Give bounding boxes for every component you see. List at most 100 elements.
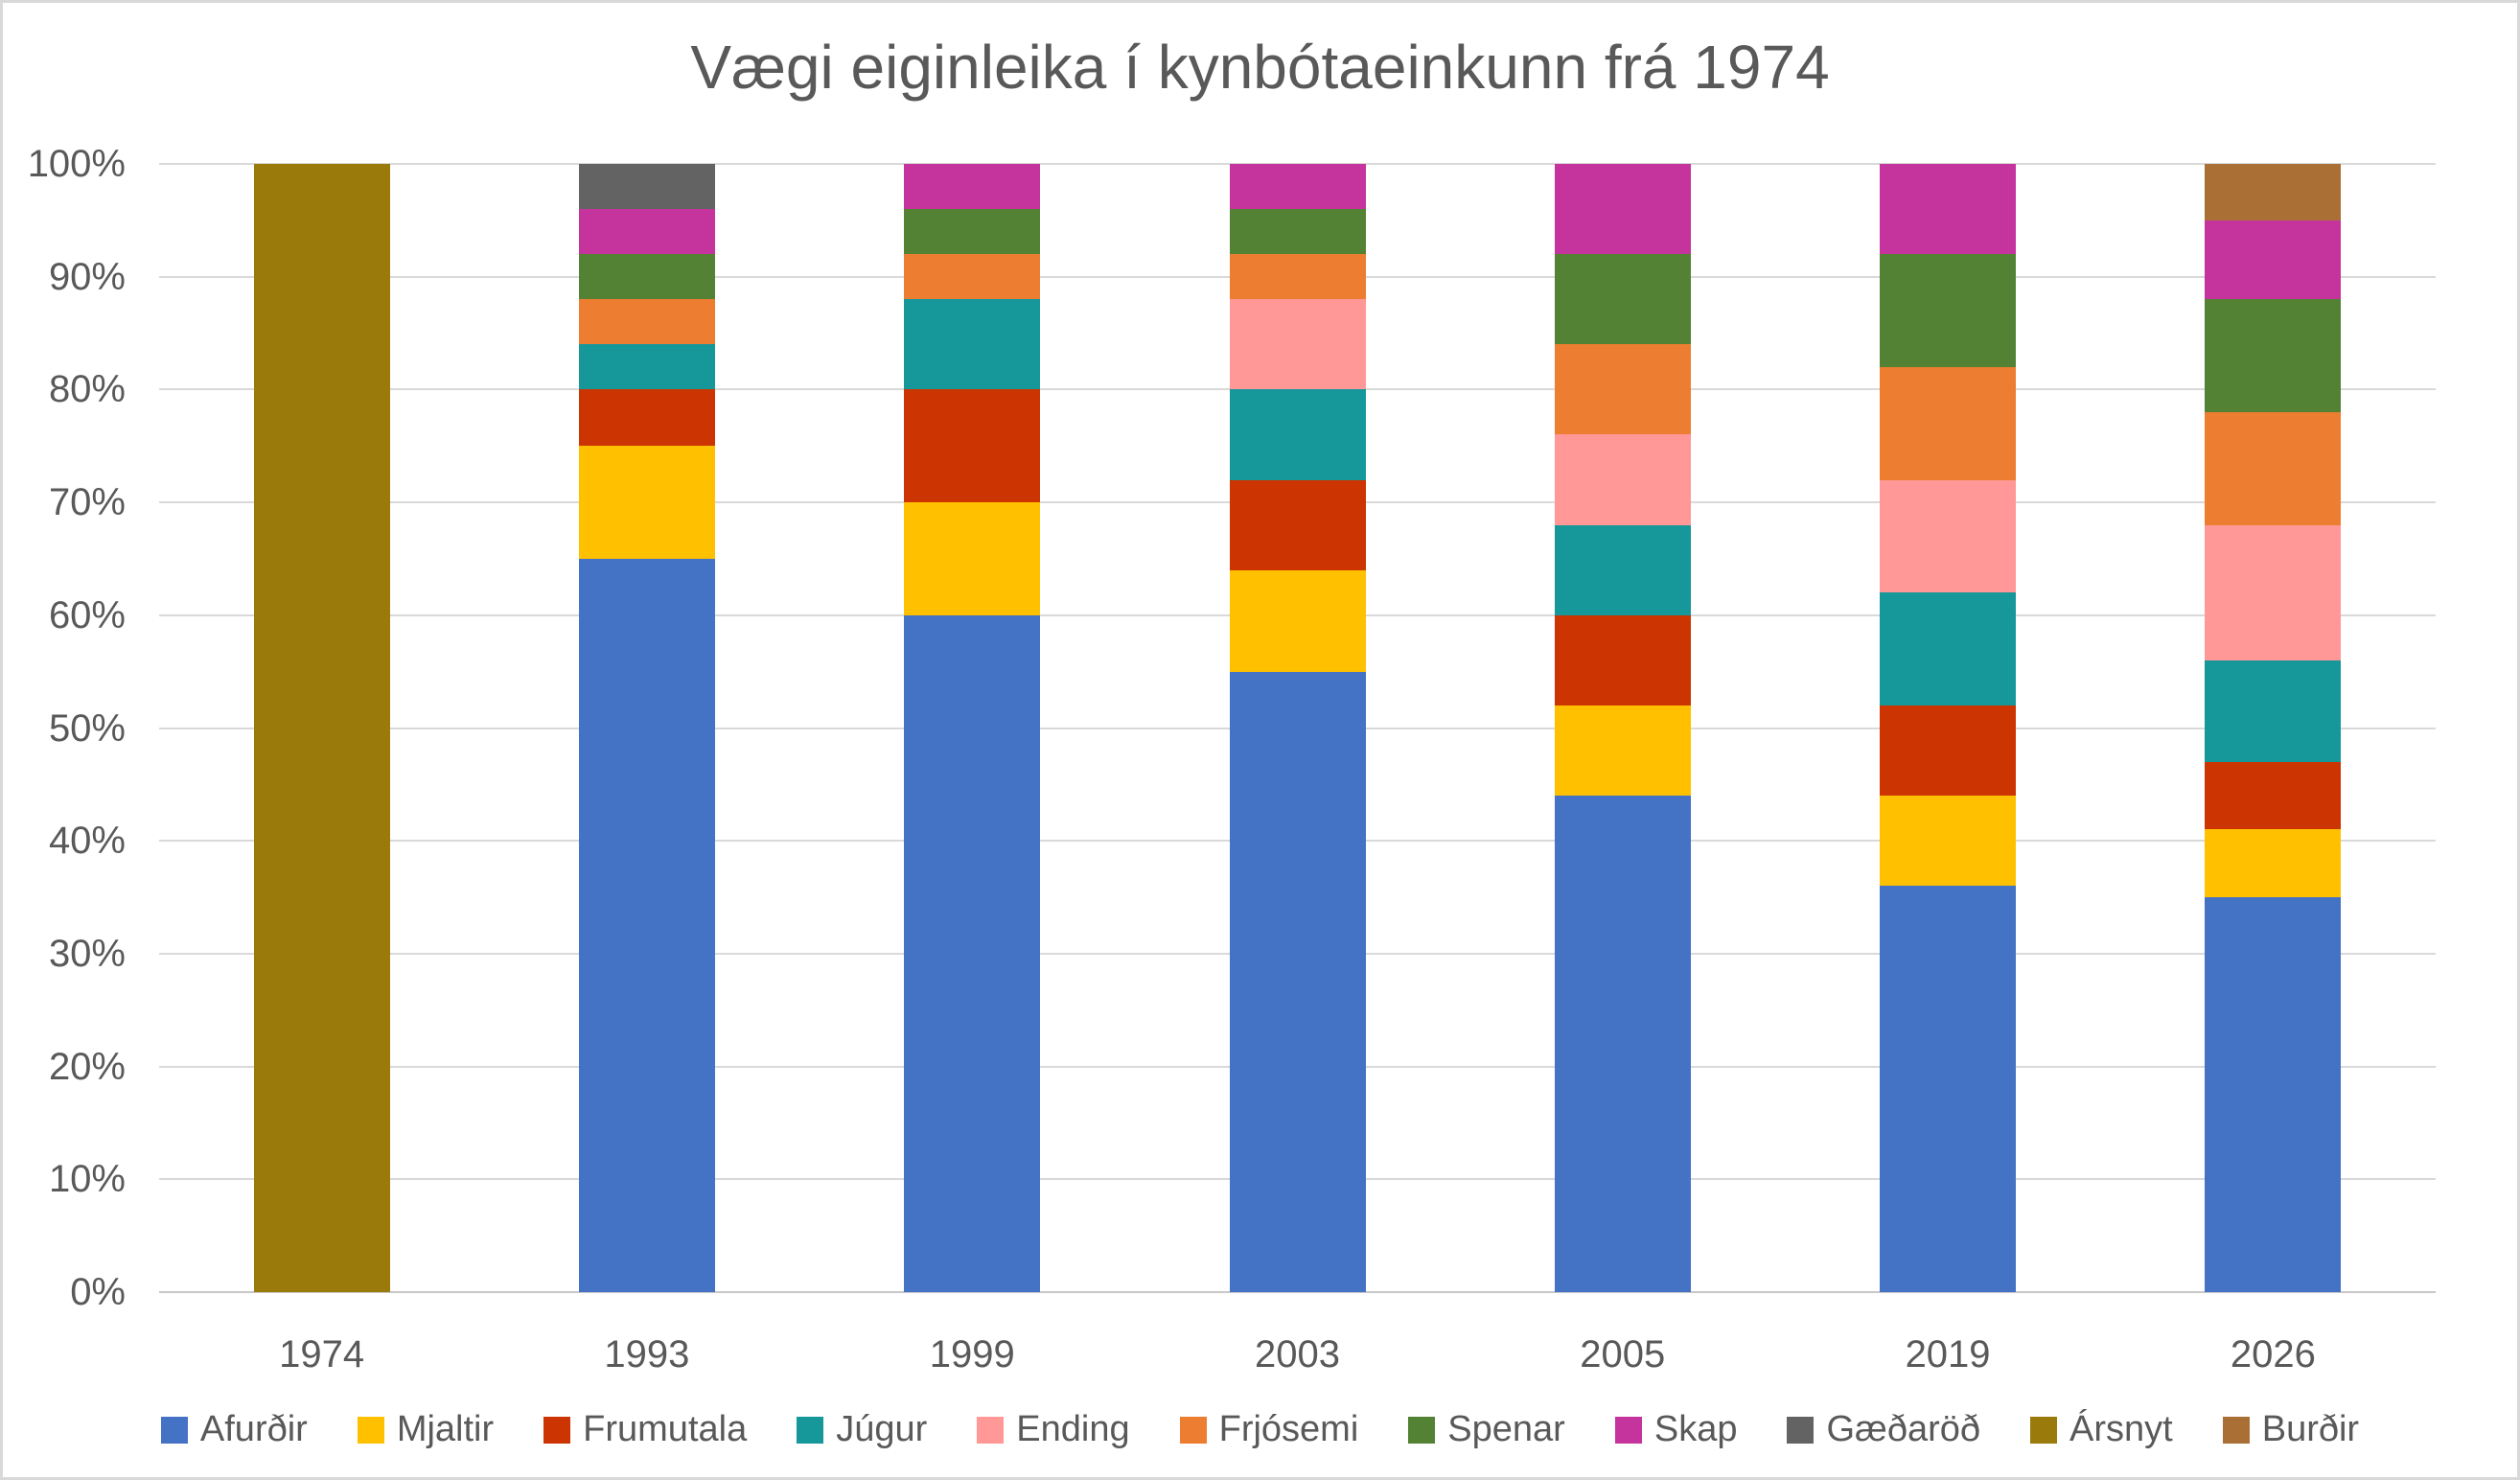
segment-Mjaltir-2019 [1880, 796, 2017, 887]
legend-item-Frjósemi: Frjósemi [1179, 1409, 1359, 1450]
segment-Spenar-1999 [904, 209, 1041, 255]
segment-Frjósemi-2019 [1880, 366, 2017, 480]
bar-1974 [253, 164, 390, 1292]
legend-item-Mjaltir: Mjaltir [357, 1409, 495, 1450]
segment-Ending-2019 [1880, 479, 2017, 593]
segment-Frumutala-2003 [1229, 479, 1366, 570]
segment-Ending-2003 [1229, 299, 1366, 390]
chart-title: Vægi eiginleika í kynbótaeinkunn frá 197… [690, 33, 1830, 102]
segment-Burðir-2026 [2205, 164, 2342, 220]
legend-item-Gæðaröð: Gæðaröð [1787, 1409, 1980, 1450]
segment-Mjaltir-2005 [1554, 705, 1691, 797]
y-tick-label: 20% [48, 1045, 126, 1088]
legend-label: Ársnyt [2069, 1409, 2173, 1449]
segment-Skap-2026 [2205, 220, 2342, 300]
plot-area [159, 163, 2436, 1293]
legend-swatch-icon [2030, 1416, 2058, 1444]
segment-Ending-2005 [1554, 434, 1691, 525]
legend-swatch-icon [543, 1416, 571, 1444]
legend-label: Frumutala [583, 1409, 748, 1449]
bar-1999 [904, 164, 1041, 1292]
legend-item-Ársnyt: Ársnyt [2030, 1409, 2173, 1450]
segment-Júgur-1999 [904, 299, 1041, 390]
y-tick-label: 100% [27, 143, 126, 185]
segment-Mjaltir-2003 [1229, 569, 1366, 672]
segment-Júgur-2003 [1229, 389, 1366, 480]
legend-swatch-icon [1408, 1416, 1436, 1444]
legend-label: Gæðaröð [1826, 1409, 1981, 1449]
legend-label: Afurðir [199, 1409, 308, 1449]
segment-Frumutala-2019 [1880, 705, 2017, 797]
x-tick-label: 2026 [2230, 1333, 2316, 1376]
segment-Gæðaröð-1993 [578, 164, 715, 210]
legend-item-Afurðir: Afurðir [160, 1409, 308, 1450]
segment-Spenar-2003 [1229, 209, 1366, 255]
segment-Mjaltir-1999 [904, 502, 1041, 615]
legend-item-Júgur: Júgur [797, 1409, 927, 1450]
segment-Júgur-2026 [2205, 659, 2342, 762]
segment-Frjósemi-2026 [2205, 411, 2342, 525]
y-tick-label: 10% [48, 1158, 126, 1201]
y-tick-label: 60% [48, 593, 126, 636]
segment-Frjósemi-2003 [1229, 254, 1366, 300]
segment-Spenar-2005 [1554, 254, 1691, 345]
legend-label: Frjósemi [1218, 1409, 1359, 1449]
bar-2019 [1880, 164, 2017, 1292]
segment-Afurðir-1993 [578, 558, 715, 1292]
segment-Spenar-1993 [578, 254, 715, 300]
segment-Afurðir-1999 [904, 614, 1041, 1292]
segment-Ársnyt-1974 [253, 164, 390, 1292]
segment-Skap-1999 [904, 164, 1041, 210]
legend: Afurðir Mjaltir Frumutala Júgur Ending Frjóse… [3, 1409, 2517, 1450]
legend-label: Skap [1653, 1409, 1738, 1449]
segment-Skap-2003 [1229, 164, 1366, 210]
segment-Afurðir-2026 [2205, 897, 2342, 1292]
segment-Afurðir-2005 [1554, 796, 1691, 1292]
legend-label: Spenar [1447, 1409, 1565, 1449]
legend-item-Frumutala: Frumutala [543, 1409, 747, 1450]
x-tick-label: 2003 [1254, 1333, 1340, 1376]
legend-swatch-icon [1179, 1416, 1207, 1444]
x-tick-label: 1974 [279, 1333, 365, 1376]
bar-2005 [1554, 164, 1691, 1292]
segment-Afurðir-2019 [1880, 886, 2017, 1292]
bar-2003 [1229, 164, 1366, 1292]
legend-swatch-icon [357, 1416, 384, 1444]
legend-item-Skap: Skap [1614, 1409, 1738, 1450]
segment-Skap-2019 [1880, 164, 2017, 255]
segment-Júgur-1993 [578, 344, 715, 390]
legend-swatch-icon [160, 1416, 188, 1444]
segment-Frjósemi-1999 [904, 254, 1041, 300]
segment-Afurðir-2003 [1229, 671, 1366, 1292]
segment-Skap-2005 [1554, 164, 1691, 255]
legend-swatch-icon [2222, 1416, 2250, 1444]
legend-label: Mjaltir [396, 1409, 495, 1449]
legend-swatch-icon [797, 1416, 824, 1444]
y-tick-label: 0% [70, 1271, 126, 1313]
segment-Mjaltir-1993 [578, 446, 715, 559]
legend-swatch-icon [1787, 1416, 1815, 1444]
segment-Skap-1993 [578, 209, 715, 255]
y-tick-label: 70% [48, 481, 126, 524]
legend-label: Burðir [2261, 1409, 2360, 1449]
y-tick-label: 40% [48, 820, 126, 863]
bar-2026 [2205, 164, 2342, 1292]
segment-Frjósemi-1993 [578, 299, 715, 345]
segment-Frumutala-2026 [2205, 761, 2342, 830]
segment-Spenar-2026 [2205, 299, 2342, 412]
y-tick-label: 50% [48, 706, 126, 750]
legend-label: Ending [1016, 1409, 1130, 1449]
segment-Júgur-2019 [1880, 592, 2017, 705]
legend-label: Júgur [836, 1409, 928, 1449]
x-tick-label: 2005 [1580, 1333, 1666, 1376]
legend-item-Burðir: Burðir [2222, 1409, 2360, 1450]
x-tick-label: 2019 [1905, 1333, 1991, 1376]
legend-swatch-icon [977, 1416, 1005, 1444]
y-tick-label: 30% [48, 932, 126, 975]
segment-Júgur-2005 [1554, 524, 1691, 615]
x-tick-label: 1993 [604, 1333, 690, 1376]
y-tick-label: 90% [48, 255, 126, 298]
segment-Frumutala-1993 [578, 389, 715, 447]
y-tick-label: 80% [48, 368, 126, 411]
